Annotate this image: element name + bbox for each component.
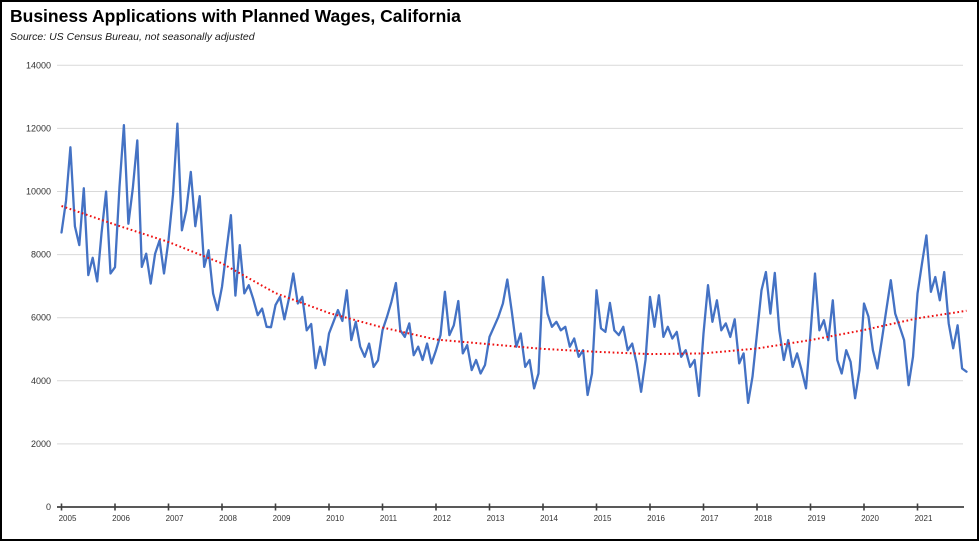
x-tick-label: 2008 [219, 514, 237, 523]
x-tick-label: 2005 [59, 514, 77, 523]
x-tick-label: 2014 [540, 514, 558, 523]
x-tick-label: 2020 [861, 514, 879, 523]
x-tick-label: 2016 [647, 514, 665, 523]
trend-line [61, 205, 967, 356]
y-tick-label: 4000 [31, 376, 51, 386]
y-tick-label: 6000 [31, 313, 51, 323]
x-axis-labels: 2005 2006 2007 2008 2009 2010 2011 2012 2013 2014… [59, 514, 933, 523]
y-tick-label: 0 [46, 502, 51, 512]
x-tick-label: 2018 [754, 514, 772, 523]
x-tick-label: 2007 [166, 514, 184, 523]
x-tick-label: 2006 [112, 514, 130, 523]
chart-title: Business Applications with Planned Wages… [10, 6, 461, 26]
y-tick-label: 10000 [26, 187, 51, 197]
x-tick-label: 2021 [915, 514, 933, 523]
x-tick-label: 2019 [808, 514, 826, 523]
x-tick-label: 2013 [487, 514, 505, 523]
x-axis-ticks [60, 503, 919, 511]
x-tick-label: 2010 [326, 514, 344, 523]
y-tick-label: 2000 [31, 439, 51, 449]
y-tick-label: 8000 [31, 250, 51, 260]
x-tick-label: 2011 [380, 514, 398, 523]
y-tick-label: 12000 [26, 123, 51, 133]
chart-source-note: Source: US Census Bureau, not seasonally… [10, 31, 255, 43]
x-tick-label: 2012 [433, 514, 451, 523]
y-tick-label: 14000 [26, 60, 51, 70]
x-tick-label: 2017 [701, 514, 719, 523]
x-tick-label: 2009 [273, 514, 291, 523]
monthly-series-line [60, 122, 968, 405]
x-tick-label: 2015 [594, 514, 612, 523]
y-axis-labels: 0 2000 4000 6000 8000 10000 12000 14000 [26, 60, 51, 512]
gridlines [57, 64, 963, 445]
